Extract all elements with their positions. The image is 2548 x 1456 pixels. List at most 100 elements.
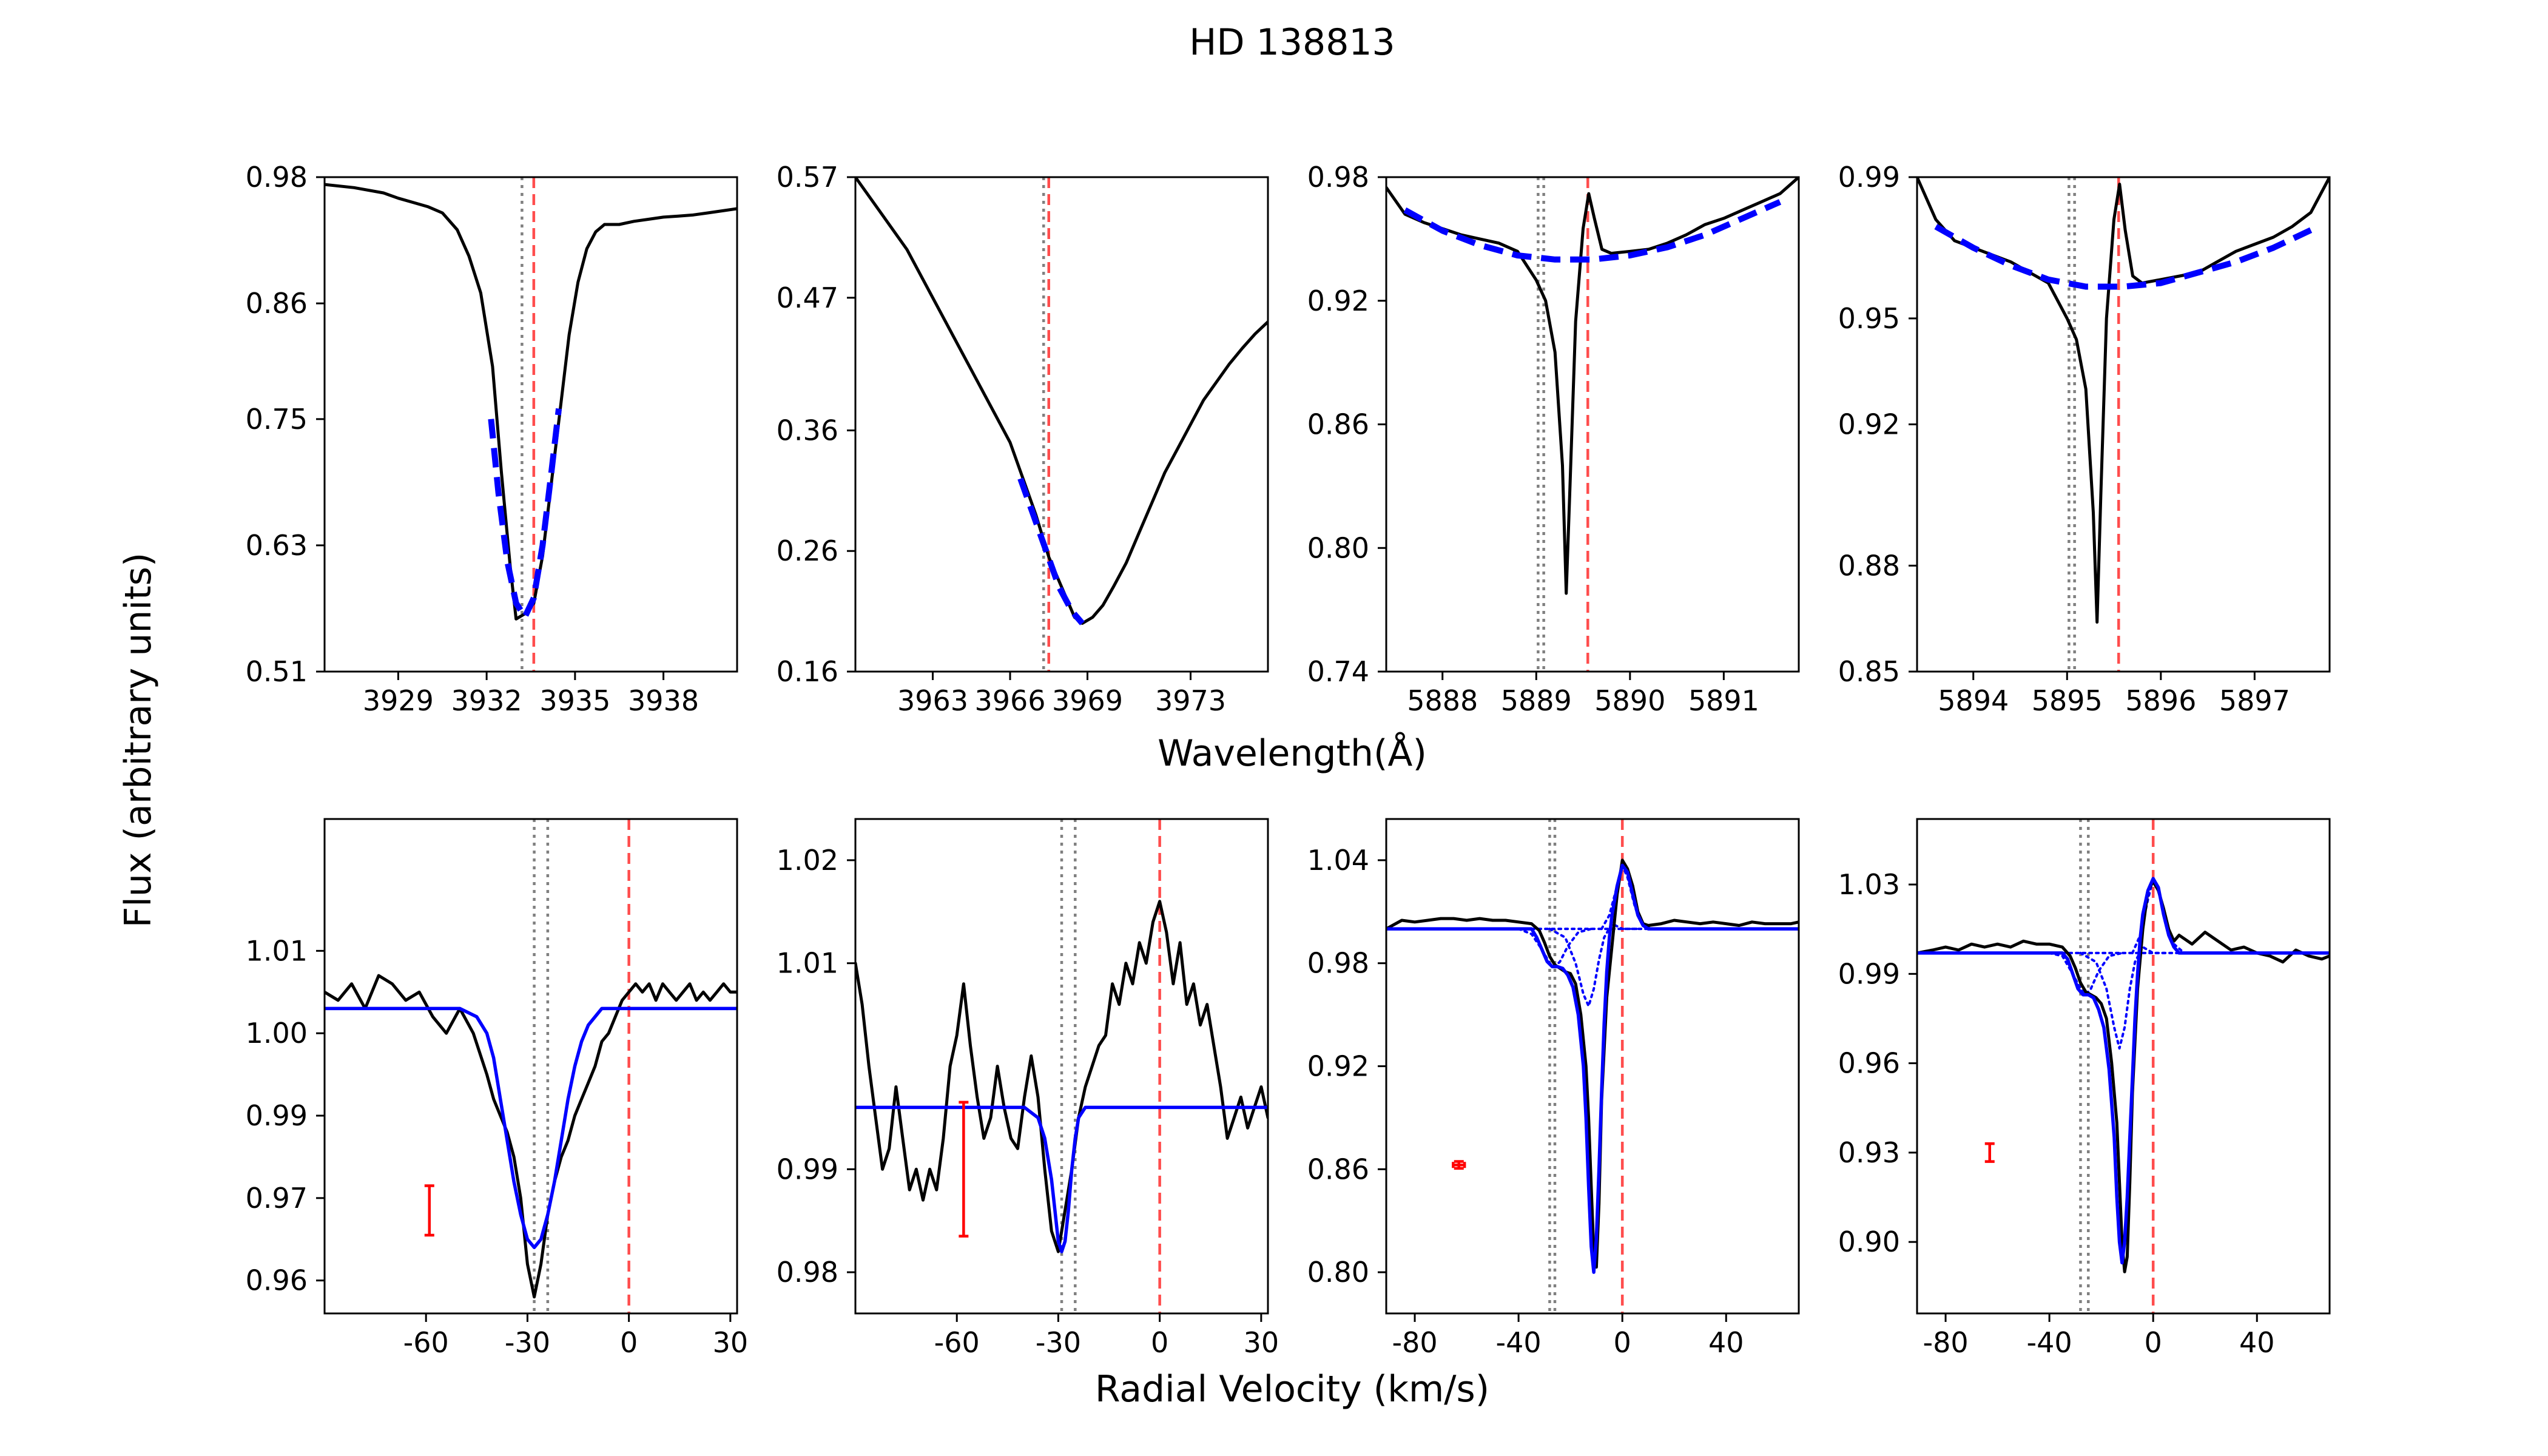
y-tick-label: 0.99 <box>1838 161 1900 194</box>
panel-top2: 3963 3966 3969 3973 0.16 0.26 0.36 0.47 0.57 <box>777 161 1269 717</box>
x-tick-label: 5896 <box>2125 684 2196 717</box>
x-tick-label: 5891 <box>1688 684 1759 717</box>
model-fit-line <box>1386 863 1799 1274</box>
panel-bot3: -80 -40 0 40 0.80 0.86 0.92 0.98 1.04 <box>1307 818 1800 1359</box>
x-tick-label: 5894 <box>1938 684 2009 717</box>
x-tick-label: 5895 <box>2032 684 2103 717</box>
x-tick-label: 0 <box>620 1326 638 1359</box>
x-tick-label: 40 <box>2239 1326 2275 1359</box>
y-tick-label: 0.98 <box>1307 161 1369 194</box>
error-bar <box>424 1184 434 1237</box>
x-tick-label: 5889 <box>1501 684 1572 717</box>
y-tick-label: 0.85 <box>1838 655 1900 688</box>
x-tick-label: 3973 <box>1155 684 1226 717</box>
panel-bot1: -60 -30 0 30 0.96 0.97 0.99 1.00 1.01 <box>246 818 749 1359</box>
y-tick-label: 0.96 <box>1838 1047 1900 1080</box>
spectrum-line <box>325 183 737 621</box>
x-tick-label: 40 <box>1708 1326 1744 1359</box>
panel-top1: 3929 3932 3935 3938 0.51 0.63 0.75 0.86 0.98 <box>246 161 738 717</box>
y-tick-label: 0.51 <box>246 655 308 688</box>
y-tick-label: 0.92 <box>1307 1050 1369 1083</box>
plot-area <box>325 819 737 1313</box>
x-tick-label: 3969 <box>1052 684 1123 717</box>
x-tick-label: 3929 <box>363 684 434 717</box>
x-tick-label: 5890 <box>1594 684 1665 717</box>
panel-top4: 5894 5895 5896 5897 0.85 0.88 0.92 0.95 0.99 <box>1838 161 2331 717</box>
model-fit-line <box>855 1105 1268 1253</box>
fit-dashed-line <box>1403 199 1782 263</box>
x-tick-label: -30 <box>505 1326 550 1359</box>
axes-frame <box>854 176 1269 673</box>
y-tick-label: 0.26 <box>777 534 838 567</box>
x-tick-label: 3935 <box>539 684 610 717</box>
plot-area <box>855 819 1268 1313</box>
plot-area <box>1917 819 2330 1313</box>
y-tick-label: 0.16 <box>777 655 838 688</box>
y-tick-label: 0.90 <box>1838 1225 1900 1258</box>
fit-dashed-line <box>488 408 562 620</box>
plot-area <box>855 177 1268 672</box>
y-tick-label: 0.93 <box>1838 1136 1900 1169</box>
x-tick-label: 30 <box>1244 1326 1279 1359</box>
spectrum-line <box>1386 858 1799 1269</box>
model-fit-line <box>1917 877 2330 1265</box>
x-tick-label: -40 <box>2027 1326 2072 1359</box>
panel-bot2: -60 -30 0 30 0.98 0.99 1.01 1.02 <box>777 818 1279 1359</box>
y-tick-label: 0.86 <box>246 287 308 320</box>
y-tick-label: 0.57 <box>777 161 838 194</box>
x-tick-label: -80 <box>1392 1326 1437 1359</box>
figure-title: HD 138813 <box>1189 21 1395 64</box>
x-tick-label: 5888 <box>1407 684 1478 717</box>
y-tick-label: 1.04 <box>1307 844 1369 877</box>
y-tick-label: 0.98 <box>1307 947 1369 980</box>
y-tick-label: 1.03 <box>1838 868 1900 901</box>
y-tick-label: 0.98 <box>246 161 308 194</box>
model-fit-line <box>325 1006 737 1250</box>
x-tick-label: 30 <box>713 1326 749 1359</box>
x-tick-label: 0 <box>1614 1326 1631 1359</box>
y-tick-label: 0.88 <box>1838 549 1900 582</box>
spectrum-line <box>1917 177 2330 624</box>
axes-frame <box>323 176 738 673</box>
x-tick-label: 5897 <box>2219 684 2290 717</box>
y-axis-label: Flux (arbitrary units) <box>117 553 160 928</box>
y-tick-label: 0.96 <box>246 1264 308 1297</box>
x-tick-label: -60 <box>934 1326 980 1359</box>
x-tick-label: -60 <box>403 1326 449 1359</box>
y-tick-label: 1.00 <box>246 1017 308 1050</box>
x-tick-label: -30 <box>1036 1326 1081 1359</box>
x-tick-label: 3932 <box>451 684 522 717</box>
error-bar <box>1984 1142 1995 1163</box>
y-tick-label: 0.99 <box>1838 957 1900 990</box>
y-tick-label: 0.92 <box>1307 285 1369 317</box>
component-fit-line <box>2048 951 2123 996</box>
y-tick-label: 0.86 <box>1307 408 1369 441</box>
error-bar <box>1452 1160 1466 1170</box>
y-tick-label: 1.01 <box>246 934 308 967</box>
x-tick-label: 0 <box>1151 1326 1168 1359</box>
y-tick-label: 1.02 <box>777 844 838 877</box>
x-tick-label: 3966 <box>974 684 1045 717</box>
panels: 3929 3932 3935 3938 0.51 0.63 0.75 0.86 0.98 3963… <box>246 161 2331 1359</box>
axes-frame <box>1385 176 1800 673</box>
y-tick-label: 0.80 <box>1307 531 1369 564</box>
x-tick-label: 0 <box>2145 1326 2162 1359</box>
y-tick-label: 0.47 <box>777 281 838 314</box>
axes-frame <box>1916 818 2331 1315</box>
x-tick-label: 3963 <box>897 684 968 717</box>
plot-area <box>1386 177 1799 672</box>
y-tick-label: 0.75 <box>246 403 308 436</box>
y-tick-label: 0.36 <box>777 414 838 447</box>
y-tick-label: 0.74 <box>1307 655 1369 688</box>
spectrum-line <box>1917 880 2330 1273</box>
x-tick-label: -80 <box>1923 1326 1968 1359</box>
y-tick-label: 0.98 <box>777 1256 838 1289</box>
plot-area <box>1917 177 2330 672</box>
y-tick-label: 0.99 <box>777 1153 838 1185</box>
fit-dashed-line <box>1934 224 2313 290</box>
y-tick-label: 0.97 <box>246 1182 308 1215</box>
y-tick-label: 1.01 <box>777 947 838 980</box>
spectrum-line <box>1386 177 1799 595</box>
x-tick-label: -40 <box>1496 1326 1542 1359</box>
y-tick-label: 0.92 <box>1838 408 1900 441</box>
